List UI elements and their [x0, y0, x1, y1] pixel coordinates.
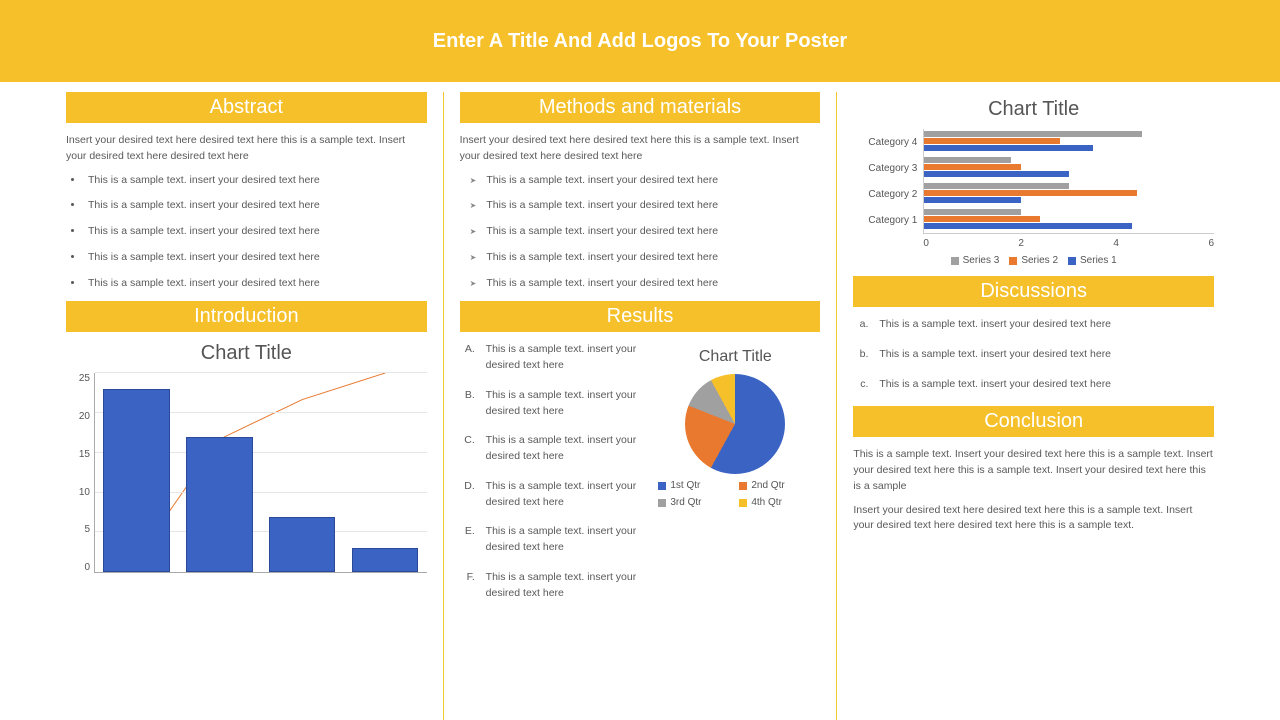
list-item: This is a sample text. insert your desir…: [478, 433, 641, 465]
list-item: This is a sample text. insert your desir…: [466, 276, 821, 292]
combo-bar: [186, 437, 252, 572]
results-header: Results: [460, 301, 821, 332]
combo-bar: [269, 517, 335, 573]
conclusion-p1: This is a sample text. Insert your desir…: [853, 447, 1214, 494]
hbar-category-label: Category 4: [853, 137, 923, 148]
pie-legend: 1st Qtr 2nd Qtr 3rd Qtr 4th Qtr: [650, 480, 820, 508]
hbar-x-axis: 0246: [923, 238, 1214, 249]
hbar-category-label: Category 3: [853, 163, 923, 174]
column-left: Abstract Insert your desired text here d…: [50, 92, 443, 720]
legend-item: 3rd Qtr: [658, 497, 731, 508]
legend-item: Series 2: [1009, 255, 1058, 266]
legend-item: 2nd Qtr: [739, 480, 812, 491]
pie-chart-title: Chart Title: [650, 348, 820, 366]
hbar-bar: [924, 209, 1021, 215]
top-hbar-chart: Category 4 Category 3 Category 2 Category 1: [853, 129, 1214, 234]
hbar-bar: [924, 183, 1069, 189]
discussions-header: Discussions: [853, 276, 1214, 307]
hbar-bar: [924, 131, 1141, 137]
column-right: Chart Title Category 4Category 3Category…: [836, 92, 1230, 720]
list-item: This is a sample text. insert your desir…: [478, 570, 641, 602]
hbar-bar: [924, 171, 1069, 177]
conclusion-p2: Insert your desired text here desired te…: [853, 503, 1214, 535]
discussions-list: This is a sample text. insert your desir…: [853, 317, 1214, 392]
intro-combo-chart: 2520151050: [66, 373, 427, 593]
hbar-legend: Series 3 Series 2 Series 1: [853, 255, 1214, 266]
list-item: This is a sample text. insert your desir…: [84, 276, 427, 292]
hbar-bar: [924, 216, 1040, 222]
list-item: This is a sample text. insert your desir…: [478, 388, 641, 420]
hbar-bar: [924, 197, 1021, 203]
list-item: This is a sample text. insert your desir…: [478, 524, 641, 556]
list-item: This is a sample text. insert your desir…: [84, 224, 427, 240]
abstract-header: Abstract: [66, 92, 427, 123]
conclusion-header: Conclusion: [853, 406, 1214, 437]
methods-intro: Insert your desired text here desired te…: [460, 133, 821, 165]
intro-chart-title: Chart Title: [66, 342, 427, 365]
list-item: This is a sample text. insert your desir…: [871, 317, 1214, 333]
hbar-bar: [924, 157, 1011, 163]
list-item: This is a sample text. insert your desir…: [466, 198, 821, 214]
banner-title: Enter A Title And Add Logos To Your Post…: [433, 30, 847, 53]
legend-item: 1st Qtr: [658, 480, 731, 491]
list-item: This is a sample text. insert your desir…: [84, 173, 427, 189]
hbar-bar: [924, 223, 1132, 229]
abstract-list: This is a sample text. insert your desir…: [66, 173, 427, 292]
poster-content: Abstract Insert your desired text here d…: [0, 82, 1280, 720]
hbar-bar: [924, 138, 1059, 144]
legend-item: 4th Qtr: [739, 497, 812, 508]
legend-item: Series 3: [951, 255, 1000, 266]
list-item: This is a sample text. insert your desir…: [478, 342, 641, 374]
list-item: This is a sample text. insert your desir…: [871, 347, 1214, 363]
hbar-category-label: Category 1: [853, 215, 923, 226]
legend-item: Series 1: [1068, 255, 1117, 266]
combo-bar: [352, 548, 418, 572]
hbar-bar: [924, 145, 1093, 151]
list-item: This is a sample text. insert your desir…: [466, 224, 821, 240]
column-middle: Methods and materials Insert your desire…: [443, 92, 837, 720]
introduction-header: Introduction: [66, 301, 427, 332]
poster-banner: Enter A Title And Add Logos To Your Post…: [0, 0, 1280, 82]
methods-list: This is a sample text. insert your desir…: [460, 173, 821, 292]
list-item: This is a sample text. insert your desir…: [871, 377, 1214, 393]
list-item: This is a sample text. insert your desir…: [84, 250, 427, 266]
list-item: This is a sample text. insert your desir…: [466, 173, 821, 189]
combo-bar: [103, 389, 169, 572]
methods-header: Methods and materials: [460, 92, 821, 123]
results-pie-chart: [685, 374, 785, 474]
results-list: This is a sample text. insert your desir…: [460, 342, 641, 601]
list-item: This is a sample text. insert your desir…: [478, 479, 641, 511]
hbar-bar: [924, 164, 1021, 170]
hbar-chart-title: Chart Title: [853, 98, 1214, 121]
list-item: This is a sample text. insert your desir…: [84, 198, 427, 214]
hbar-bar: [924, 190, 1136, 196]
hbar-category-label: Category 2: [853, 189, 923, 200]
abstract-intro: Insert your desired text here desired te…: [66, 133, 427, 165]
list-item: This is a sample text. insert your desir…: [466, 250, 821, 266]
